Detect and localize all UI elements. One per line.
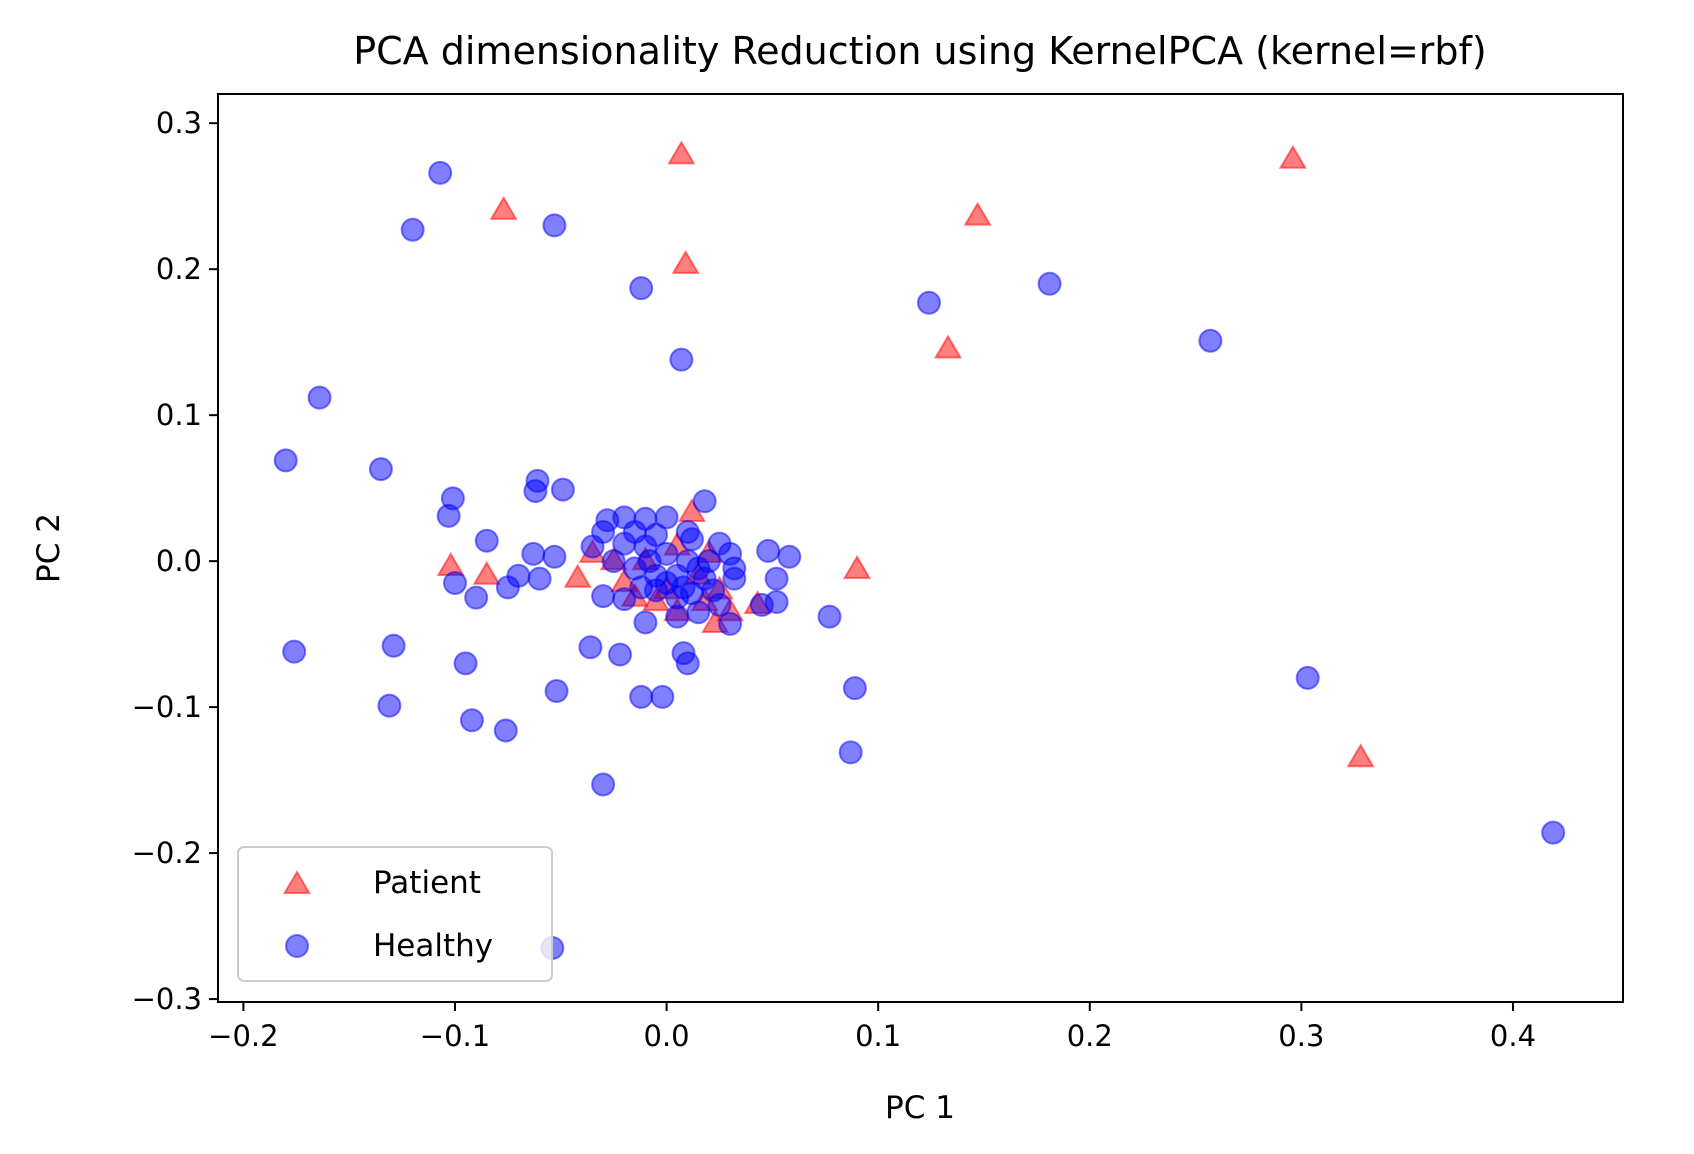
x-tick-label: −0.1 [420,1019,490,1053]
healthy-point [464,585,489,610]
x-tick-label: 0.1 [855,1019,901,1053]
legend-label-patient: Patient [373,865,481,901]
legend-marker-patient [282,870,312,895]
healthy-point [1037,271,1062,296]
healthy-point [669,347,694,372]
healthy-point [817,604,842,629]
healthy-point [381,633,406,658]
healthy-point [612,587,637,612]
patient-point [667,140,696,165]
healthy-point [523,479,548,504]
healthy-point [622,519,647,544]
healthy-point [595,508,620,533]
patient-point [489,195,518,220]
healthy-point [675,651,700,676]
healthy-point [654,505,679,530]
healthy-point [718,611,743,636]
healthy-point [629,575,654,600]
healthy-point [591,772,616,797]
data-points [273,140,1566,960]
legend-marker-healthy [285,934,309,958]
x-tick-label: 0.2 [1067,1019,1113,1053]
patient-point [963,201,992,226]
y-tick-label: 0.1 [156,398,202,432]
healthy-point [591,584,616,609]
healthy-point [756,538,781,563]
healthy-point [842,676,867,701]
healthy-point [459,708,484,733]
healthy-point [749,592,774,617]
healthy-point [580,534,605,559]
healthy-point [400,217,425,242]
x-tick-label: 0.3 [1278,1019,1324,1053]
healthy-point [916,290,941,315]
healthy-point [644,522,669,547]
patient-point [933,334,963,359]
patient-point [1346,743,1375,768]
healthy-point [453,651,478,676]
healthy-point [1541,820,1566,845]
healthy-point [679,527,704,552]
healthy-point [377,693,402,718]
legend-label-healthy: Healthy [373,928,493,964]
healthy-point [273,448,298,473]
healthy-point [838,740,863,765]
healthy-point [436,503,461,528]
y-axis-label: PC 2 [31,513,67,583]
healthy-point [1198,328,1223,353]
healthy-point [521,541,546,566]
y-tick-label: 0.2 [156,252,202,286]
healthy-point [282,639,307,664]
plot-frame [217,93,1624,1003]
healthy-point [542,213,567,238]
healthy-point [307,385,332,410]
patient-point [671,249,700,274]
healthy-point [608,642,633,667]
healthy-point [692,489,717,514]
y-tick-label: −0.3 [132,982,202,1016]
healthy-point [474,528,499,553]
x-axis-label: PC 1 [885,1090,955,1126]
y-tick-label: 0.3 [156,106,202,140]
x-axis-ticks: −0.2 −0.1 0.0 0.1 0.2 0.3 0.4 [208,1002,1536,1053]
y-tick-label: −0.1 [132,690,202,724]
patient-point [842,554,872,579]
healthy-point [629,684,654,709]
healthy-point [777,544,802,569]
x-tick-label: 0.4 [1490,1019,1536,1053]
healthy-point [675,549,700,574]
healthy-point [493,718,518,743]
healthy-point [633,610,658,635]
y-tick-label: −0.2 [132,836,202,870]
healthy-point [578,635,603,660]
x-tick-label: 0.0 [644,1019,690,1053]
legend: Patient Healthy [237,846,553,982]
y-axis-ticks: −0.3 −0.2 −0.1 0.0 0.1 0.2 0.3 [132,106,218,1016]
healthy-point [601,549,626,574]
healthy-point [679,581,704,606]
healthy-point [542,544,567,569]
healthy-point [637,549,662,574]
y-tick-label: 0.0 [156,544,202,578]
healthy-point [764,566,789,591]
healthy-point [550,477,575,502]
healthy-point [629,276,654,301]
healthy-point [544,679,569,704]
healthy-point [495,575,520,600]
patient-point [563,563,592,588]
healthy-point [428,160,453,185]
legend-box [237,846,553,982]
healthy-point [442,571,467,596]
patient-point [472,560,501,585]
chart-title: PCA dimensionality Reduction using Kerne… [353,29,1487,73]
healthy-point [650,684,675,709]
x-tick-label: −0.2 [208,1019,278,1053]
patient-point [1278,144,1308,169]
healthy-point [722,566,747,591]
healthy-point [654,571,679,596]
healthy-point [368,457,393,482]
healthy-point [527,566,552,591]
healthy-point [1295,665,1320,690]
